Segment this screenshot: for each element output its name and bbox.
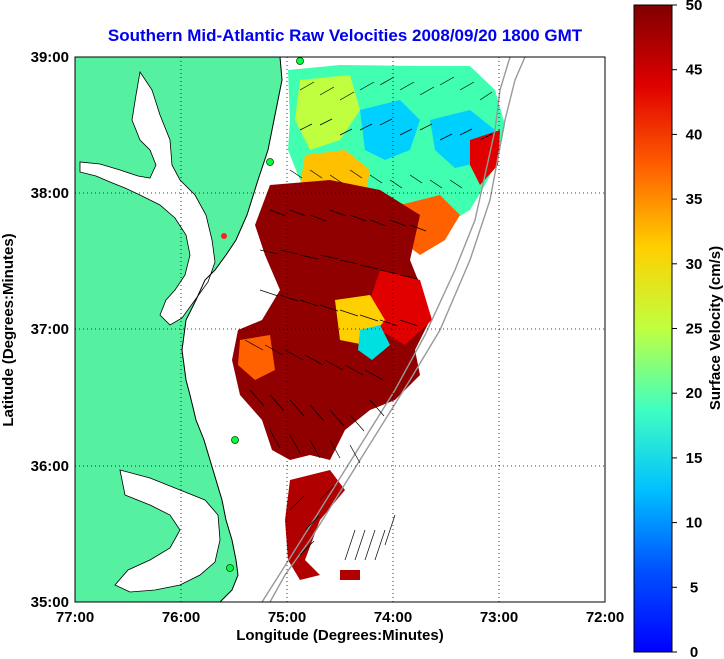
colorbar-tick-label: 45	[686, 62, 703, 79]
colorbar-tick-label: 10	[686, 515, 703, 532]
colorbar-tick-label: 50	[686, 0, 703, 14]
colorbar-tick-label: 0	[690, 644, 698, 659]
shelf-contour	[269, 57, 526, 602]
colorbar-label: Surface Velocity (cm/s)	[707, 246, 724, 410]
y-tick-label: 39:00	[31, 49, 69, 66]
x-tick-label: 75:00	[268, 609, 306, 626]
y-tick-label: 37:00	[31, 321, 69, 338]
colorbar-tick-label: 20	[686, 385, 703, 402]
land-mass	[75, 57, 282, 602]
chesapeake-bay	[79, 70, 216, 326]
y-axis-label: Latitude (Degrees:Minutes)	[0, 233, 17, 426]
shelf-contour-2	[261, 57, 511, 602]
colorbar-tick-label: 35	[686, 191, 703, 208]
velocity-field	[232, 65, 505, 580]
red-site-marker	[221, 233, 227, 239]
x-tick-label: 73:00	[480, 609, 518, 626]
plot-frame	[74, 56, 606, 603]
y-axis: 39:00 38:00 37:00 36:00 35:00 Latitude (…	[0, 49, 69, 611]
pamlico-sound	[114, 469, 221, 593]
colorbar-tick-label: 15	[686, 450, 703, 467]
current-vectors	[244, 76, 493, 561]
x-axis: 77:00 76:00 75:00 74:00 73:00 72:00 Long…	[56, 609, 624, 644]
x-tick-label: 72:00	[586, 609, 624, 626]
colorbar-tick-label: 5	[690, 579, 698, 596]
y-tick-label: 35:00	[31, 594, 69, 611]
x-tick-label: 76:00	[162, 609, 200, 626]
chart-title: Southern Mid-Atlantic Raw Velocities 200…	[108, 26, 583, 45]
colorbar-tick-label: 25	[686, 321, 703, 338]
grid-lines	[75, 57, 605, 602]
y-tick-label: 38:00	[31, 185, 69, 202]
y-tick-label: 36:00	[31, 458, 69, 475]
colorbar-tick-label: 40	[686, 126, 703, 143]
colorbar-tick-label: 30	[686, 256, 703, 273]
x-tick-label: 77:00	[56, 609, 94, 626]
coastline	[181, 57, 283, 602]
map-plot-area	[75, 57, 605, 602]
x-tick-label: 74:00	[374, 609, 412, 626]
x-axis-label: Longitude (Degrees:Minutes)	[236, 627, 444, 644]
radar-site-markers	[226, 57, 304, 572]
colorbar-gradient	[633, 4, 673, 653]
